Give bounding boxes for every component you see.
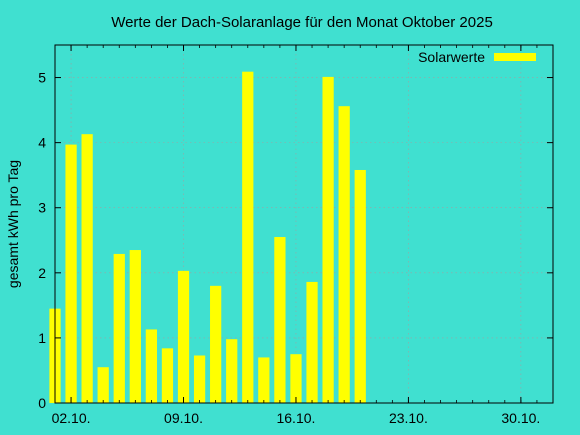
bar	[193, 355, 206, 403]
bar	[290, 354, 302, 403]
y-tick-label: 0	[38, 395, 46, 411]
bar	[81, 134, 93, 403]
plot-border	[54, 44, 554, 404]
bar	[338, 106, 350, 403]
bar	[65, 144, 77, 403]
x-tick-label: 23.10.	[389, 410, 428, 426]
y-axis-label: gesamt kWh pro Tag	[5, 160, 21, 288]
bar	[129, 250, 141, 403]
x-tick-label: 09.10.	[164, 410, 203, 426]
legend-label: Solarwerte	[418, 49, 485, 65]
bar	[274, 237, 286, 403]
bars	[49, 71, 366, 404]
y-tick-label: 4	[38, 135, 46, 151]
bar	[161, 348, 174, 403]
bar	[113, 253, 125, 403]
legend-swatch	[494, 53, 536, 61]
bar	[354, 169, 366, 403]
tick-labels: 0 1 2 3 4 5 02.10. 09.10. 16.10. 23.10. 30.10.	[38, 70, 540, 426]
x-tick-label: 02.10.	[52, 410, 91, 426]
legend: Solarwerte	[418, 49, 536, 65]
bar	[242, 71, 254, 404]
tick-marks	[55, 45, 553, 404]
bar	[258, 357, 270, 403]
y-tick-label: 2	[38, 265, 46, 281]
bar	[145, 329, 158, 403]
bar	[306, 281, 318, 403]
bar	[177, 270, 190, 403]
x-tick-label: 16.10.	[276, 410, 315, 426]
y-tick-label: 3	[38, 200, 46, 216]
y-tick-label: 5	[38, 70, 46, 86]
bar	[226, 339, 238, 403]
y-tick-label: 1	[38, 330, 46, 346]
bar	[97, 367, 109, 403]
chart-title: Werte der Dach-Solaranlage für den Monat…	[111, 14, 493, 31]
bar	[322, 76, 334, 404]
bar	[210, 285, 222, 403]
x-tick-label: 30.10.	[501, 410, 540, 426]
